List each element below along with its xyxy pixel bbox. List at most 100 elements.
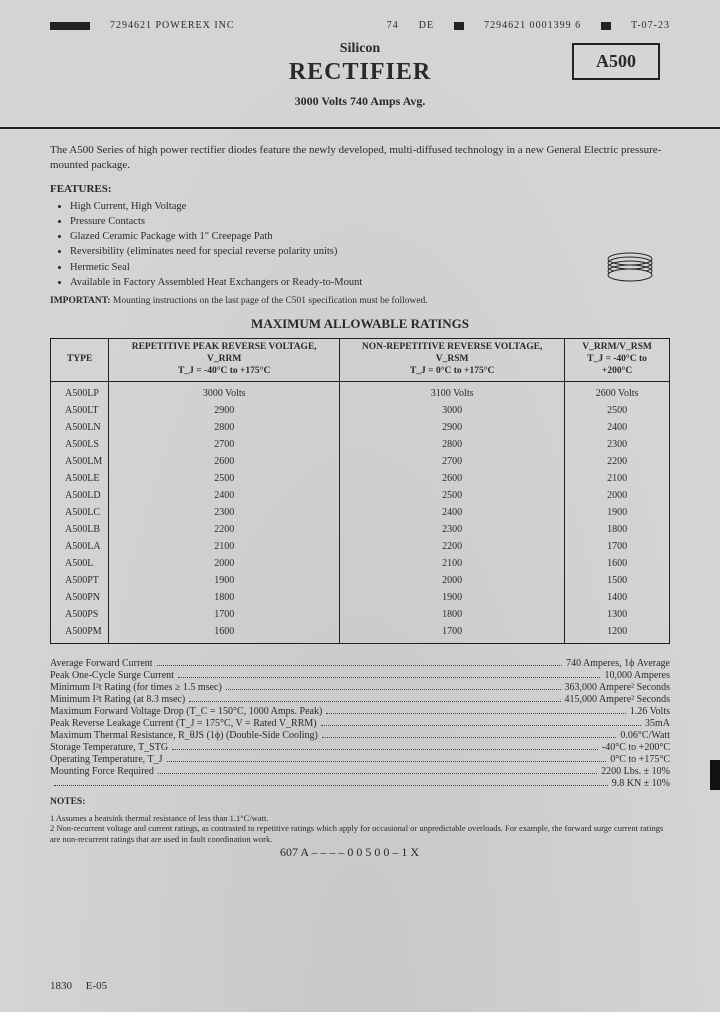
cell: 1500 [565, 572, 670, 589]
cell: 2300 [109, 504, 340, 521]
table-row: A500LT290030002500 [51, 402, 670, 419]
cell: 2100 [340, 555, 565, 572]
sub-title: 3000 Volts 740 Amps Avg. [50, 94, 670, 109]
cell: A500PT [51, 572, 109, 589]
features-list: High Current, High VoltagePressure Conta… [70, 199, 670, 290]
spec-dots [226, 689, 561, 690]
cell: 2500 [109, 470, 340, 487]
cell: 1600 [565, 555, 670, 572]
redact-box [601, 22, 611, 30]
hdr-right: T-07-23 [631, 20, 670, 31]
footer: 1830 E-05 [50, 980, 107, 992]
spec-dots [326, 713, 625, 714]
spec-row: Maximum Forward Voltage Drop (T_C = 150°… [50, 706, 670, 717]
cell: 2000 [109, 555, 340, 572]
ratings-table: TYPEREPETITIVE PEAK REVERSE VOLTAGE, V_R… [50, 338, 670, 644]
spec-label: Mounting Force Required [50, 766, 154, 777]
cell: 3100 Volts [340, 381, 565, 402]
feature-item: Hermetic Seal [70, 260, 670, 275]
cell: A500LD [51, 487, 109, 504]
important-note: IMPORTANT: IMPORTANT: Mounting instructi… [50, 296, 670, 306]
redact-box [454, 22, 464, 30]
spec-row: Peak One-Cycle Surge Current10,000 Amper… [50, 670, 670, 681]
cell: 2300 [565, 436, 670, 453]
spec-row: 9.8 KN ± 10% [50, 778, 670, 789]
table-row: A500LA210022001700 [51, 538, 670, 555]
cell: A500L [51, 555, 109, 572]
cell: 2800 [109, 419, 340, 436]
spec-dots [178, 677, 601, 678]
spec-value: 363,000 Ampere² Seconds [565, 682, 670, 693]
cell: 2800 [340, 436, 565, 453]
col-header: REPETITIVE PEAK REVERSE VOLTAGE, V_RRMT_… [109, 339, 340, 382]
cell: 1700 [340, 623, 565, 644]
spec-label: Minimum I²t Rating (at 8.3 msec) [50, 694, 185, 705]
cell: A500LN [51, 419, 109, 436]
spec-row: Storage Temperature, T_STG -40°C to +200°… [50, 742, 670, 753]
cell: 3000 Volts [109, 381, 340, 402]
title-area: Silicon RECTIFIER A500 3000 Volts 740 Am… [50, 41, 670, 109]
table-row: A500L200021001600 [51, 555, 670, 572]
table-row: A500PN180019001400 [51, 589, 670, 606]
feature-item: Reversibility (eliminates need for speci… [70, 244, 670, 259]
cell: 2300 [340, 521, 565, 538]
part-number-box: A500 [572, 43, 660, 80]
spec-dots [158, 773, 597, 774]
table-row: A500LP3000 Volts3100 Volts2600 Volts [51, 381, 670, 402]
feature-item: Pressure Contacts [70, 214, 670, 229]
cell: 1200 [565, 623, 670, 644]
spec-row: Peak Reverse Leakage Current (T_J = 175°… [50, 718, 670, 729]
specs-block: Average Forward Current740 Amperes, 1ϕ A… [50, 658, 670, 789]
spec-row: Minimum I²t Rating (for times ≥ 1.5 msec… [50, 682, 670, 693]
cell: A500LE [51, 470, 109, 487]
cell: A500PS [51, 606, 109, 623]
features-heading: FEATURES: [50, 183, 670, 195]
cell: 2100 [565, 470, 670, 487]
cell: 2600 [109, 453, 340, 470]
spec-label: Maximum Thermal Resistance, R_θJS (1ϕ) (… [50, 730, 318, 741]
header-line: 7294621 POWEREX INC 74 DE 7294621 000139… [50, 20, 670, 31]
table-row: A500LD240025002000 [51, 487, 670, 504]
spec-value: 415,000 Ampere² Seconds [565, 694, 670, 705]
spec-label: Storage Temperature, T_STG [50, 742, 168, 753]
spec-value: 10,000 Amperes [604, 670, 670, 681]
cell: 1400 [565, 589, 670, 606]
hdr-left: 7294621 POWEREX INC [110, 20, 235, 31]
cell: 2500 [565, 402, 670, 419]
cell: 2400 [109, 487, 340, 504]
spec-row: Average Forward Current740 Amperes, 1ϕ A… [50, 658, 670, 669]
table-row: A500LM260027002200 [51, 453, 670, 470]
cell: A500LC [51, 504, 109, 521]
spec-label: Peak Reverse Leakage Current (T_J = 175°… [50, 718, 317, 729]
spec-dots [54, 785, 608, 786]
spec-dots [322, 737, 617, 738]
col-header: TYPE [51, 339, 109, 382]
spec-label: Operating Temperature, T_J [50, 754, 163, 765]
cell: 2600 [340, 470, 565, 487]
spec-row: Mounting Force Required2200 Lbs. ± 10% [50, 766, 670, 777]
intro-text: The A500 Series of high power rectifier … [50, 143, 670, 173]
datasheet-page: 7294621 POWEREX INC 74 DE 7294621 000139… [0, 0, 720, 1012]
table-row: A500PT190020001500 [51, 572, 670, 589]
cell: 1700 [565, 538, 670, 555]
col-header: V_RRM/V_RSMT_J = -40°C to +200°C [565, 339, 670, 382]
cell: 2000 [340, 572, 565, 589]
cell: 2200 [109, 521, 340, 538]
important-body: Mounting instructions on the last page o… [113, 296, 428, 306]
spec-row: Minimum I²t Rating (at 8.3 msec) 415,000 … [50, 694, 670, 705]
table-row: A500LB220023001800 [51, 521, 670, 538]
feature-item: High Current, High Voltage [70, 199, 670, 214]
spec-value: 9.8 KN ± 10% [612, 778, 670, 789]
spec-label: Maximum Forward Voltage Drop (T_C = 150°… [50, 706, 322, 717]
cell: 2600 Volts [565, 381, 670, 402]
cell: 1900 [340, 589, 565, 606]
spec-row: Maximum Thermal Resistance, R_θJS (1ϕ) (… [50, 730, 670, 741]
spec-row: Operating Temperature, T_J0°C to +175°C [50, 754, 670, 765]
cell: 2200 [340, 538, 565, 555]
spec-dots [167, 761, 607, 762]
feature-item: Available in Factory Assembled Heat Exch… [70, 275, 670, 290]
spec-value: -40°C to +200°C [602, 742, 670, 753]
table-row: A500LS270028002300 [51, 436, 670, 453]
handwritten-annotation: 607 A – – – – 0 0 5 0 0 – 1 X [280, 845, 670, 860]
spec-label: Average Forward Current [50, 658, 153, 669]
